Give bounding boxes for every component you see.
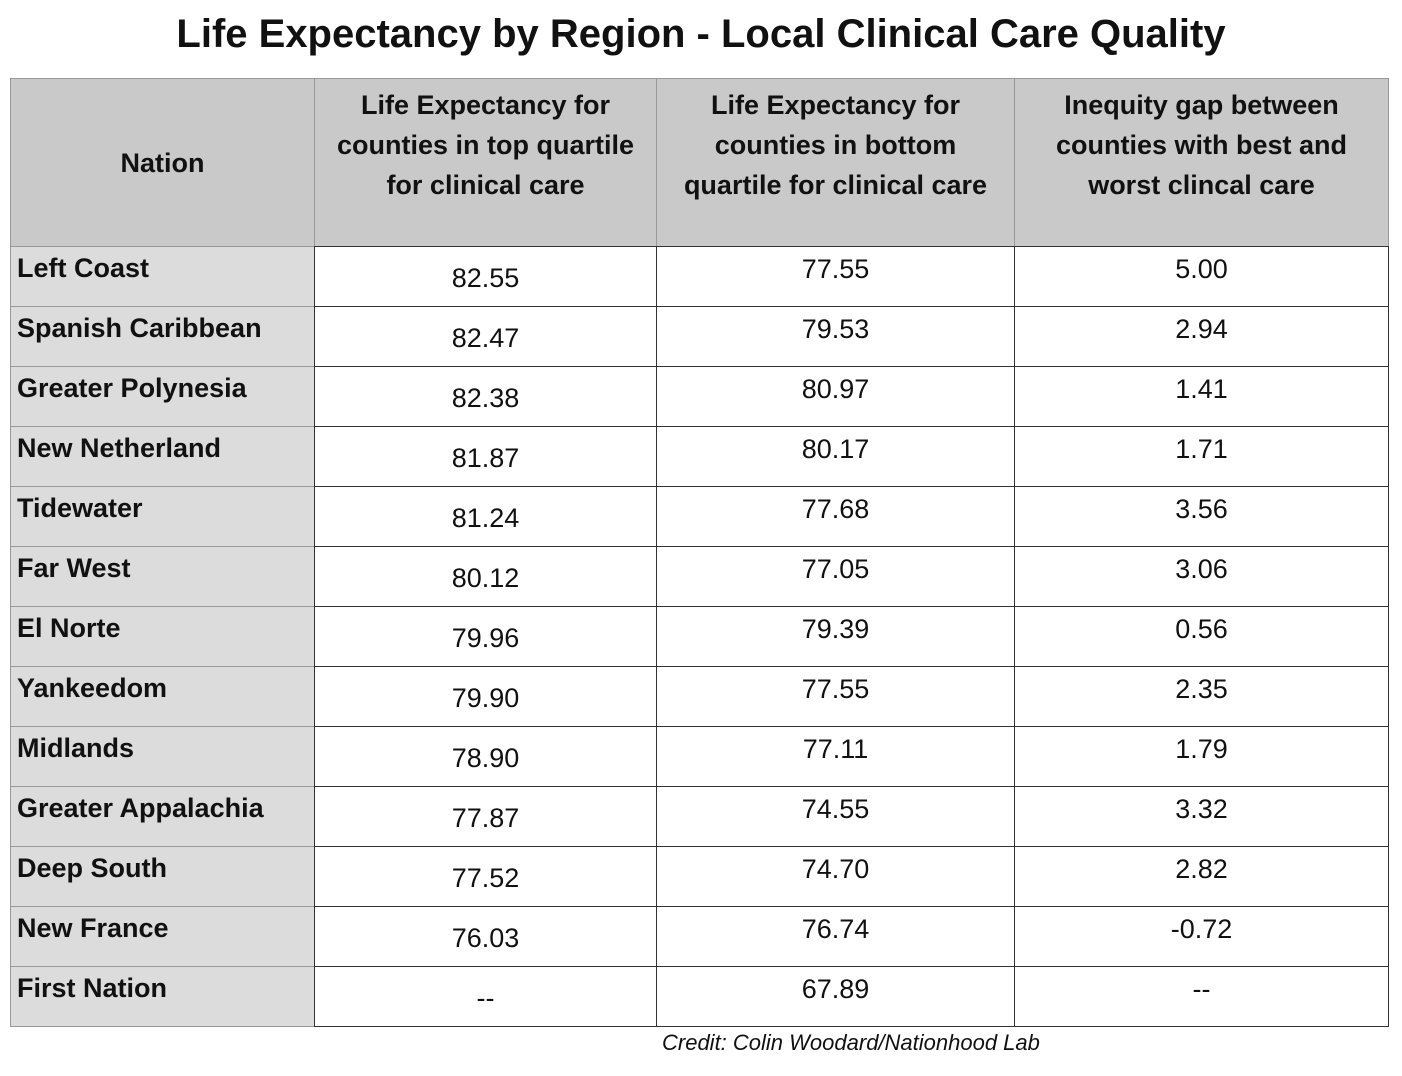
cell-value: 82.38 xyxy=(314,366,657,427)
header-cell: Life Expectancy for counties in top quart… xyxy=(314,78,657,247)
cell-value: 77.68 xyxy=(656,486,1015,547)
row-label: Left Coast xyxy=(10,246,315,307)
header-line: worst clincal care xyxy=(1088,170,1315,200)
header-cell: Life Expectancy for counties in bottom qua… xyxy=(656,78,1015,247)
cell-value: 2.35 xyxy=(1014,666,1389,727)
row-label: Far West xyxy=(10,546,315,607)
cell-value: 77.87 xyxy=(314,786,657,847)
cell-value: 79.96 xyxy=(314,606,657,667)
header-line: Inequity gap between xyxy=(1064,90,1339,120)
cell-value: 76.03 xyxy=(314,906,657,967)
row-label: Greater Polynesia xyxy=(10,366,315,427)
cell-value: 2.94 xyxy=(1014,306,1389,367)
cell-value: 81.24 xyxy=(314,486,657,547)
row-label: El Norte xyxy=(10,606,315,667)
header-line: for clinical care xyxy=(386,170,585,200)
cell-value: 76.74 xyxy=(656,906,1015,967)
cell-value: 78.90 xyxy=(314,726,657,787)
cell-value: 1.41 xyxy=(1014,366,1389,427)
cell-value: 79.39 xyxy=(656,606,1015,667)
row-label: Greater Appalachia xyxy=(10,786,315,847)
header-line: Life Expectancy for xyxy=(360,90,611,120)
header-cell: Nation xyxy=(10,78,315,247)
row-label: New France xyxy=(10,906,315,967)
row-label: Tidewater xyxy=(10,486,315,547)
cell-value: 80.17 xyxy=(656,426,1015,487)
row-label: Yankeedom xyxy=(10,666,315,727)
cell-value: -- xyxy=(1014,966,1389,1027)
cell-value: 77.52 xyxy=(314,846,657,907)
header-line: counties in bottom xyxy=(714,130,957,160)
header-line: quartile for clinical care xyxy=(683,170,988,200)
cell-value: 79.53 xyxy=(656,306,1015,367)
cell-value: 80.97 xyxy=(656,366,1015,427)
cell-value: 77.11 xyxy=(656,726,1015,787)
cell-value: 1.71 xyxy=(1014,426,1389,487)
header-line: counties with best and xyxy=(1055,130,1348,160)
cell-value: 3.06 xyxy=(1014,546,1389,607)
cell-value: 1.79 xyxy=(1014,726,1389,787)
credit: Credit: Colin Woodard/Nationhood Lab xyxy=(662,1030,1040,1055)
cell-value: -0.72 xyxy=(1014,906,1389,967)
row-label: New Netherland xyxy=(10,426,315,487)
cell-value: 77.55 xyxy=(656,246,1015,307)
cell-value: 3.32 xyxy=(1014,786,1389,847)
row-label: Spanish Caribbean xyxy=(10,306,315,367)
cell-value: 80.12 xyxy=(314,546,657,607)
cell-value: 82.55 xyxy=(314,246,657,307)
header-line: Nation xyxy=(120,147,205,178)
cell-value: -- xyxy=(314,966,657,1027)
cell-value: 77.55 xyxy=(656,666,1015,727)
cell-value: 82.47 xyxy=(314,306,657,367)
cell-value: 77.05 xyxy=(656,546,1015,607)
row-label: Midlands xyxy=(10,726,315,787)
row-label: First Nation xyxy=(10,966,315,1027)
cell-value: 2.82 xyxy=(1014,846,1389,907)
title: Life Expectancy by Region - Local Clinic… xyxy=(176,12,1226,56)
cell-value: 5.00 xyxy=(1014,246,1389,307)
header-line: counties in top quartile xyxy=(336,130,634,160)
header-line: Life Expectancy for xyxy=(710,90,961,120)
cell-value: 67.89 xyxy=(656,966,1015,1027)
cell-value: 81.87 xyxy=(314,426,657,487)
cell-value: 0.56 xyxy=(1014,606,1389,667)
cell-value: 3.56 xyxy=(1014,486,1389,547)
cell-value: 79.90 xyxy=(314,666,657,727)
row-label: Deep South xyxy=(10,846,315,907)
cell-value: 74.70 xyxy=(656,846,1015,907)
cell-value: 74.55 xyxy=(656,786,1015,847)
header-cell: Inequity gap between counties with best a… xyxy=(1014,78,1389,247)
